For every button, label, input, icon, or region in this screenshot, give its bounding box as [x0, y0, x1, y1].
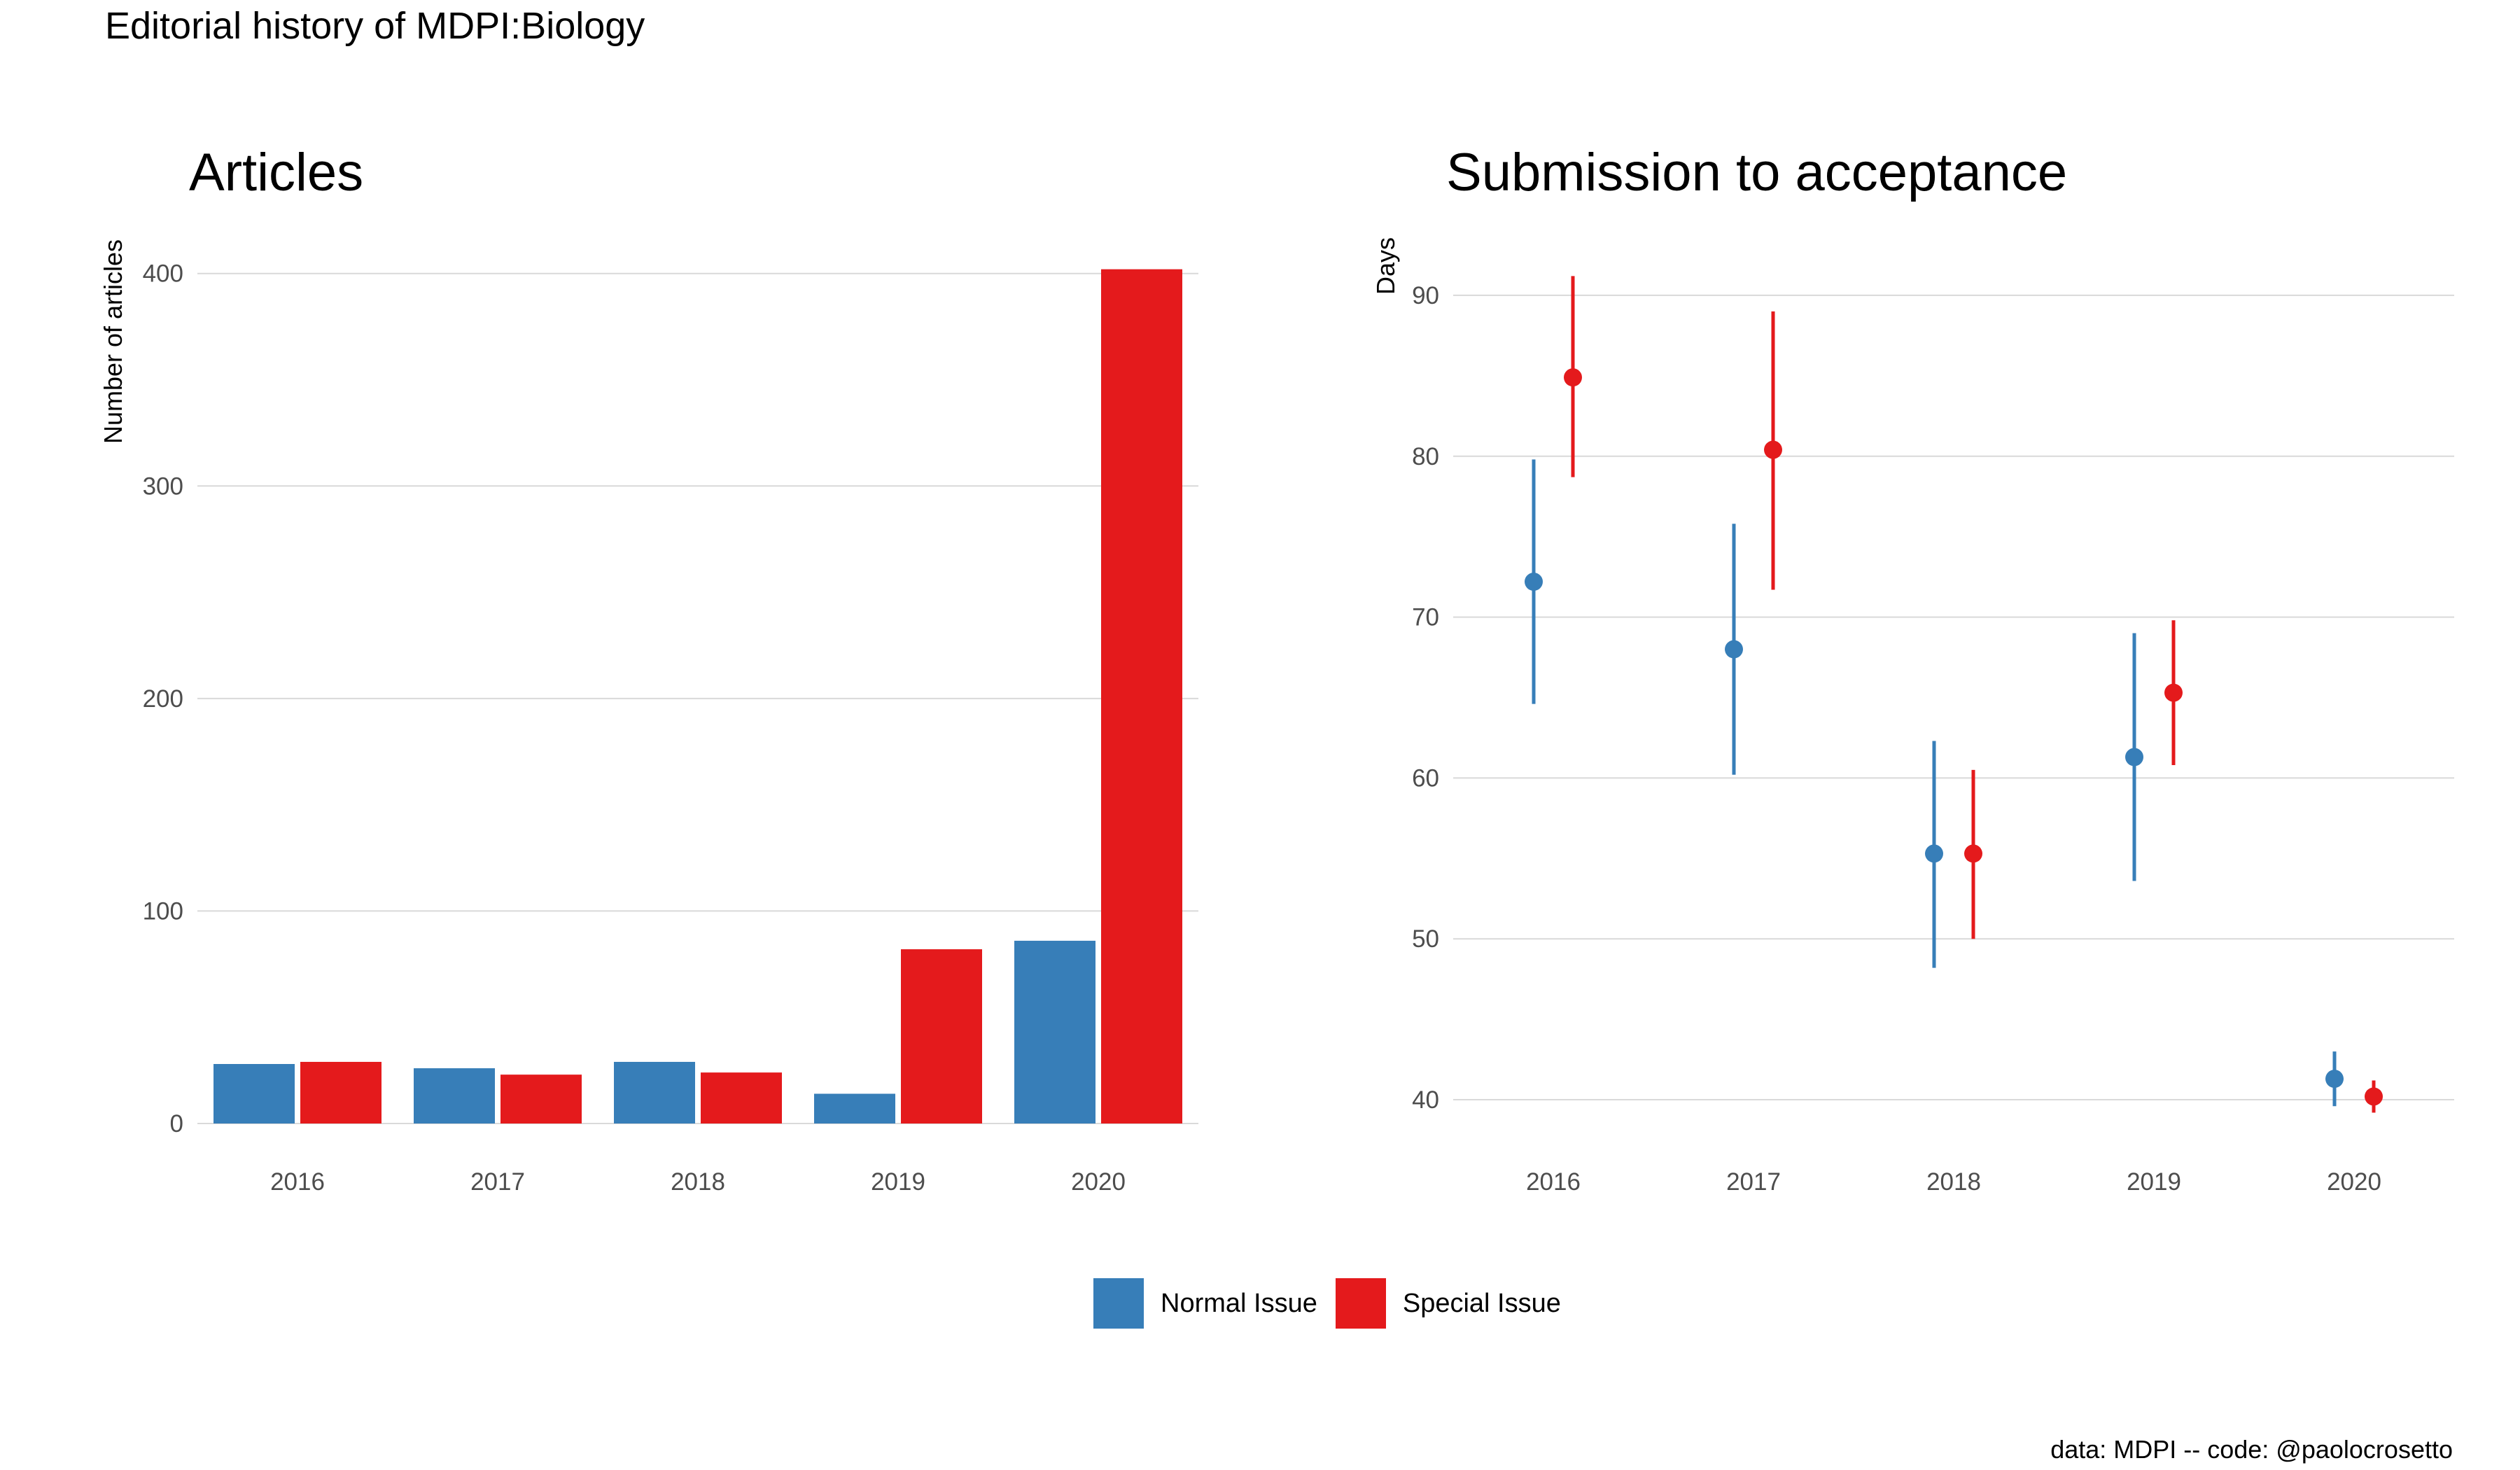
point-normal-issue — [1525, 573, 1543, 592]
articles-x-tick-label: 2019 — [871, 1168, 925, 1196]
figure-title: Editorial history of MDPI:Biology — [105, 5, 645, 47]
days-x-tick-label: 2016 — [1526, 1168, 1581, 1196]
point-normal-issue — [1925, 844, 1943, 863]
point-special-issue — [2365, 1087, 2383, 1106]
days-x-tick-label: 2019 — [2127, 1168, 2181, 1196]
days-y-tick-label: 90 — [1412, 282, 1439, 309]
bar-special-issue — [300, 1061, 382, 1124]
articles-panel-title: Articles — [189, 143, 363, 202]
articles-x-tick-label: 2017 — [470, 1168, 525, 1196]
bar-normal-issue — [414, 1068, 495, 1124]
point-normal-issue — [1725, 640, 1743, 659]
articles-y-tick-label: 400 — [143, 260, 183, 288]
point-special-issue — [1964, 844, 1982, 863]
articles-panel: Articles Number of articles 0 100 200 300 40… — [99, 143, 1198, 1196]
days-y-axis-label: Days — [1371, 237, 1400, 295]
point-special-issue — [1764, 440, 1782, 459]
days-y-tick-label: 40 — [1412, 1086, 1439, 1114]
bar-normal-issue — [1014, 940, 1096, 1124]
days-y-tick-label: 50 — [1412, 925, 1439, 953]
submission-panel: Submission to acceptance Days 40 50 60 70 80… — [1371, 143, 2454, 1196]
legend-key-normal — [1093, 1278, 1144, 1329]
legend-label-special: Special Issue — [1402, 1288, 1561, 1318]
articles-x-tick-label: 2020 — [1071, 1168, 1126, 1196]
legend-item-special: Special Issue — [1335, 1278, 1561, 1329]
legend-label-normal: Normal Issue — [1161, 1288, 1317, 1318]
days-x-tick-label: 2017 — [1726, 1168, 1781, 1196]
source-caption: data: MDPI -- code: @paolocrosetto — [2050, 1435, 2453, 1464]
articles-x-tick-label: 2016 — [270, 1168, 325, 1196]
bar-normal-issue — [614, 1061, 695, 1124]
bar-special-issue — [1101, 269, 1182, 1124]
articles-y-tick-label: 200 — [143, 685, 183, 713]
bar-special-issue — [901, 949, 982, 1124]
legend-item-normal: Normal Issue — [1093, 1278, 1317, 1329]
articles-y-axis-label: Number of articles — [99, 239, 127, 444]
point-normal-issue — [2325, 1070, 2344, 1088]
legend: Normal Issue Special Issue — [1093, 1278, 1579, 1329]
days-y-tick-label: 60 — [1412, 764, 1439, 792]
days-x-tick-label: 2018 — [1926, 1168, 1981, 1196]
bar-special-issue — [701, 1072, 782, 1124]
legend-key-special — [1335, 1278, 1386, 1329]
days-y-tick-label: 70 — [1412, 604, 1439, 631]
bar-special-issue — [500, 1074, 582, 1124]
articles-y-tick-label: 0 — [170, 1110, 183, 1138]
days-y-tick-label: 80 — [1412, 443, 1439, 470]
articles-x-tick-label: 2018 — [671, 1168, 725, 1196]
days-gridlines — [1453, 294, 2454, 1101]
bar-normal-issue — [814, 1093, 895, 1124]
bar-normal-issue — [214, 1064, 295, 1124]
articles-y-tick-label: 300 — [143, 472, 183, 500]
point-normal-issue — [2125, 748, 2143, 766]
articles-y-tick-label: 100 — [143, 897, 183, 925]
days-x-tick-label: 2020 — [2327, 1168, 2381, 1196]
point-special-issue — [2164, 683, 2183, 702]
submission-panel-title: Submission to acceptance — [1446, 143, 2067, 202]
point-special-issue — [1564, 368, 1582, 387]
